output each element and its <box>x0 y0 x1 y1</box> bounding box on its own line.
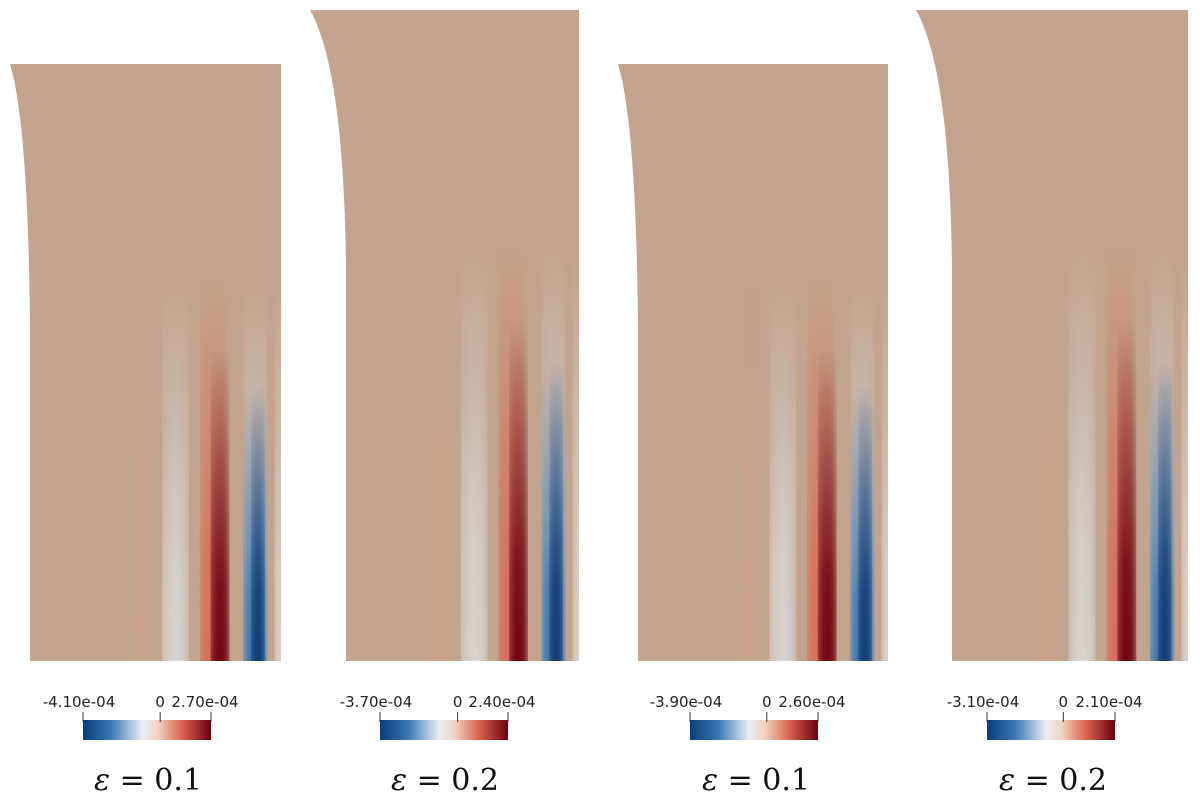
epsilon-symbol: ε <box>999 763 1015 798</box>
epsilon-caption: ε = 0.2 <box>391 763 499 798</box>
colorbar-max-label: 2.60e-04 <box>778 693 845 711</box>
field-contours <box>134 278 281 661</box>
panel-1: -4.10e-04 0 2.70e-04 ε = 0.1 <box>10 64 281 798</box>
epsilon-symbol: ε <box>702 763 718 798</box>
colorbar: -3.10e-04 0 2.10e-04 <box>947 693 1143 740</box>
colorbar: -4.10e-04 0 2.70e-04 <box>43 693 239 740</box>
colorbar-zero-label: 0 <box>1059 693 1069 711</box>
colorbar-min-label: -3.90e-04 <box>650 693 723 711</box>
field-contours <box>433 244 579 661</box>
colorbar-zero-label: 0 <box>155 693 165 711</box>
colorbar-zero-label: 0 <box>453 693 463 711</box>
colorbar-gradient <box>987 720 1115 740</box>
epsilon-symbol: ε <box>391 763 407 798</box>
colorbar-max-label: 2.40e-04 <box>468 693 535 711</box>
epsilon-caption: ε = 0.1 <box>702 763 810 798</box>
colorbar-max-label: 2.70e-04 <box>171 693 238 711</box>
colorbar-zero-label: 0 <box>762 693 772 711</box>
panel-2: -3.70e-04 0 2.40e-04 ε = 0.2 <box>310 10 579 798</box>
epsilon-symbol: ε <box>94 763 110 798</box>
epsilon-caption: ε = 0.2 <box>999 763 1107 798</box>
panel-4: -3.10e-04 0 2.10e-04 ε = 0.2 <box>916 10 1188 798</box>
colorbar-max-label: 2.10e-04 <box>1075 693 1142 711</box>
colorbar: -3.70e-04 0 2.40e-04 <box>340 693 536 740</box>
field-contours <box>742 278 888 661</box>
field-contours <box>1041 244 1188 661</box>
colorbar-min-label: -4.10e-04 <box>43 693 116 711</box>
colorbar-gradient <box>380 720 508 740</box>
colorbar-min-label: -3.10e-04 <box>947 693 1020 711</box>
colorbar-gradient <box>83 720 211 740</box>
epsilon-value: = 0.2 <box>407 763 499 798</box>
colorbar-min-label: -3.70e-04 <box>340 693 413 711</box>
colorbar-gradient <box>690 720 818 740</box>
epsilon-value: = 0.2 <box>1015 763 1107 798</box>
panel-3: -3.90e-04 0 2.60e-04 ε = 0.1 <box>618 64 888 798</box>
epsilon-caption: ε = 0.1 <box>94 763 202 798</box>
epsilon-value: = 0.1 <box>718 763 810 798</box>
epsilon-value: = 0.1 <box>110 763 202 798</box>
colorbar: -3.90e-04 0 2.60e-04 <box>650 693 846 740</box>
